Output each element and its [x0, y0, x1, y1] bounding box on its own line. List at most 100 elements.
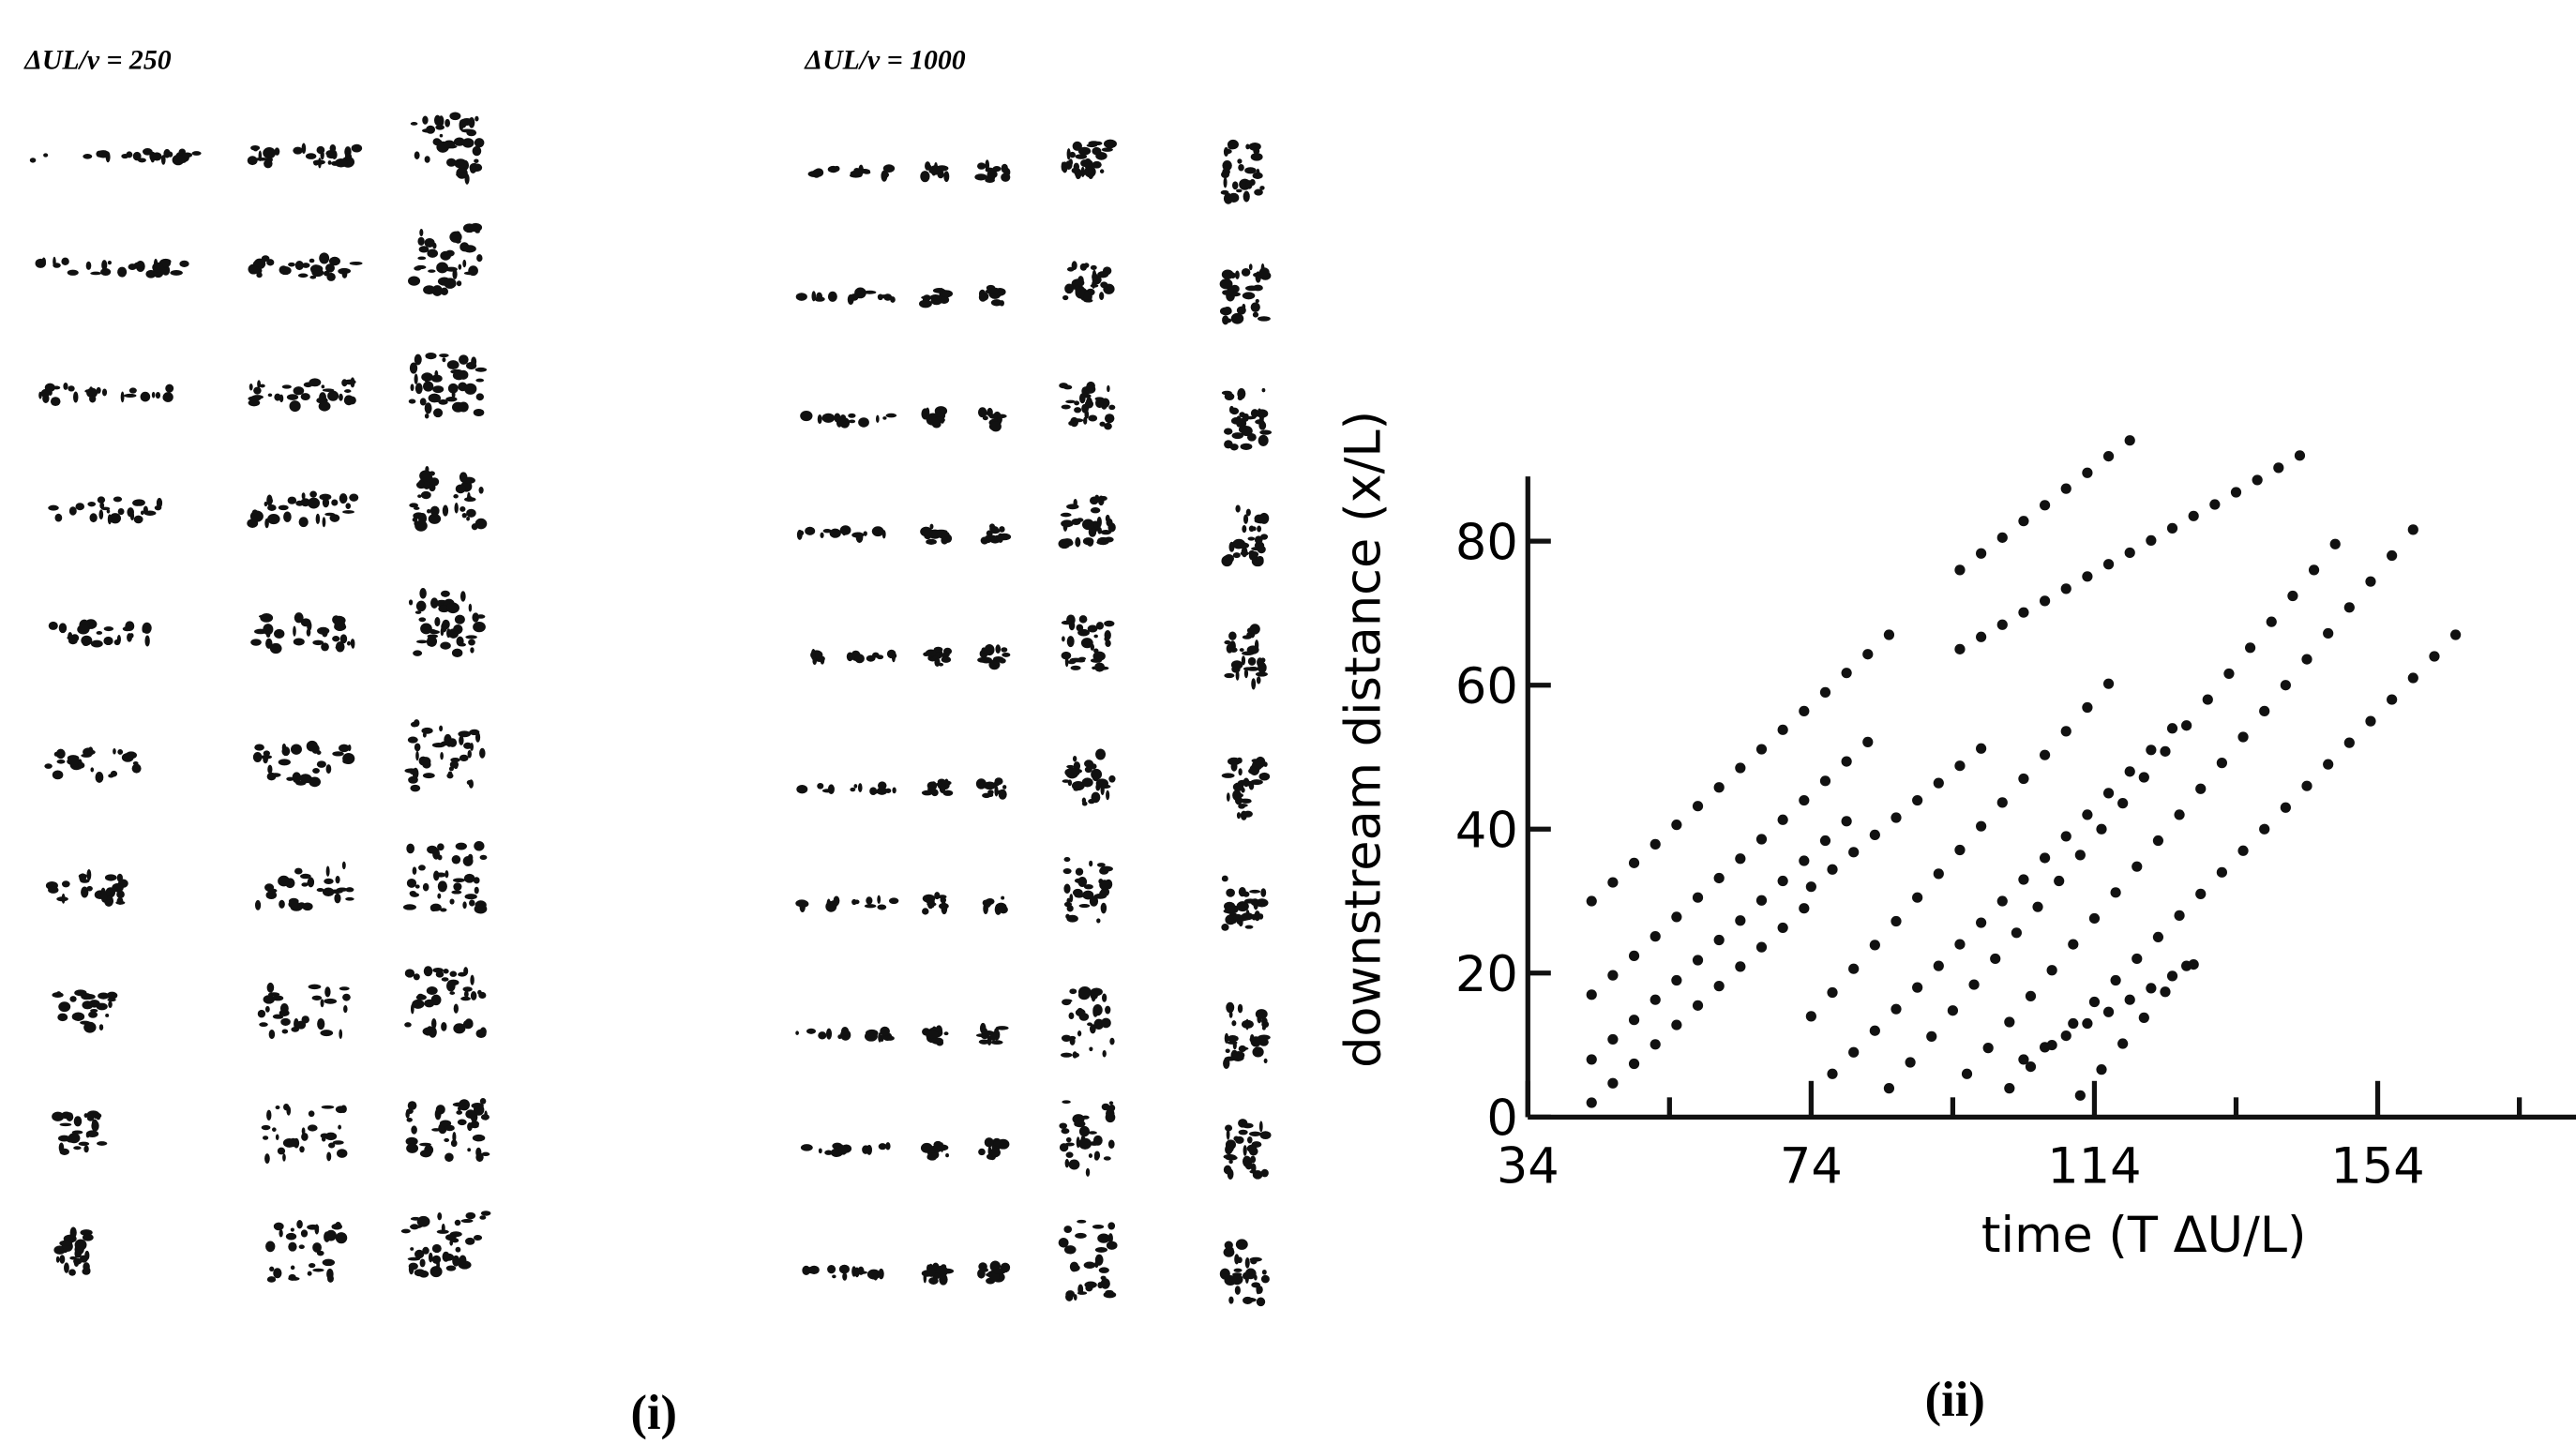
- blob: [427, 845, 438, 854]
- blob: [478, 991, 487, 1000]
- point: [2068, 1017, 2079, 1030]
- blob: [1071, 518, 1081, 526]
- blob: [463, 990, 469, 999]
- blob: [1221, 875, 1228, 882]
- blob: [350, 639, 355, 648]
- blob: [980, 656, 992, 664]
- blob: [1247, 536, 1256, 541]
- point: [2280, 802, 2291, 813]
- point: [1841, 668, 1852, 679]
- blob: [334, 893, 341, 904]
- blob: [326, 1151, 332, 1162]
- blob: [301, 263, 310, 268]
- blob: [266, 494, 273, 506]
- blob: [933, 646, 943, 653]
- point: [2018, 607, 2029, 618]
- blob: [98, 992, 110, 1000]
- blob: [795, 1030, 799, 1035]
- blob: [926, 416, 940, 426]
- blob: [63, 382, 68, 390]
- blob: [296, 1220, 303, 1229]
- blob: [423, 381, 434, 392]
- blob: [439, 353, 449, 358]
- point: [1628, 1058, 1640, 1070]
- blob: [440, 287, 449, 295]
- blob: [325, 263, 335, 273]
- blob: [73, 1257, 80, 1267]
- blob: [1093, 893, 1107, 899]
- blob: [1228, 405, 1234, 414]
- blob: [1221, 773, 1235, 778]
- blob: [48, 504, 59, 511]
- point: [2110, 974, 2121, 986]
- point: [2195, 888, 2207, 899]
- point: [1848, 963, 1860, 974]
- blob: [1081, 1115, 1090, 1120]
- blob: [985, 159, 990, 172]
- blob: [1224, 639, 1231, 645]
- blob: [1244, 167, 1257, 174]
- blob: [68, 506, 77, 516]
- blob: [880, 1026, 890, 1037]
- blob: [978, 1262, 987, 1271]
- point: [1990, 953, 2001, 965]
- blob: [1228, 631, 1237, 640]
- blob: [1236, 188, 1243, 193]
- blob: [1250, 1036, 1262, 1047]
- blob: [126, 151, 133, 158]
- blob: [1069, 1261, 1079, 1272]
- blob: [978, 1039, 990, 1045]
- blob: [824, 1150, 833, 1155]
- blob: [309, 275, 317, 279]
- blob: [342, 752, 355, 764]
- blob: [247, 156, 258, 166]
- blob: [1231, 181, 1239, 190]
- blob: [462, 855, 474, 866]
- blob: [89, 386, 93, 392]
- blob: [1243, 898, 1257, 904]
- blob: [1068, 1159, 1080, 1170]
- point: [1607, 970, 1619, 981]
- blob: [470, 1111, 478, 1122]
- blob: [1251, 526, 1257, 532]
- blob: [262, 1136, 269, 1140]
- blob: [449, 991, 456, 995]
- blob: [994, 785, 999, 797]
- blob: [926, 897, 930, 904]
- blob: [1103, 1156, 1111, 1161]
- blob: [85, 1132, 90, 1138]
- point: [1891, 915, 1902, 927]
- point: [2365, 715, 2376, 727]
- blob: [421, 727, 433, 734]
- blob: [1238, 804, 1245, 809]
- blob: [818, 1148, 822, 1154]
- point: [1735, 961, 1746, 972]
- point: [2096, 1064, 2107, 1075]
- blob: [290, 1265, 295, 1271]
- blob: [1250, 152, 1263, 161]
- point: [1891, 812, 1902, 823]
- blob: [1105, 1289, 1114, 1295]
- point: [2046, 965, 2057, 976]
- blob: [1089, 496, 1099, 505]
- blob: [1261, 1269, 1267, 1275]
- blob: [300, 618, 311, 627]
- blob: [1088, 1153, 1093, 1159]
- point: [1968, 979, 1980, 990]
- point: [2237, 731, 2249, 743]
- x-tick-label: 154: [2330, 1137, 2424, 1195]
- point: [2132, 861, 2143, 872]
- point: [1954, 844, 1966, 856]
- blob: [1062, 867, 1072, 875]
- blob: [1089, 860, 1093, 867]
- blob: [1061, 651, 1072, 660]
- blob: [458, 642, 466, 647]
- blob: [414, 1249, 425, 1259]
- point: [1912, 794, 1923, 806]
- blob: [268, 1029, 276, 1040]
- point: [1961, 1068, 1973, 1079]
- point: [2110, 887, 2121, 898]
- point: [2032, 901, 2043, 912]
- blob: [1077, 877, 1088, 887]
- blob: [68, 1269, 76, 1276]
